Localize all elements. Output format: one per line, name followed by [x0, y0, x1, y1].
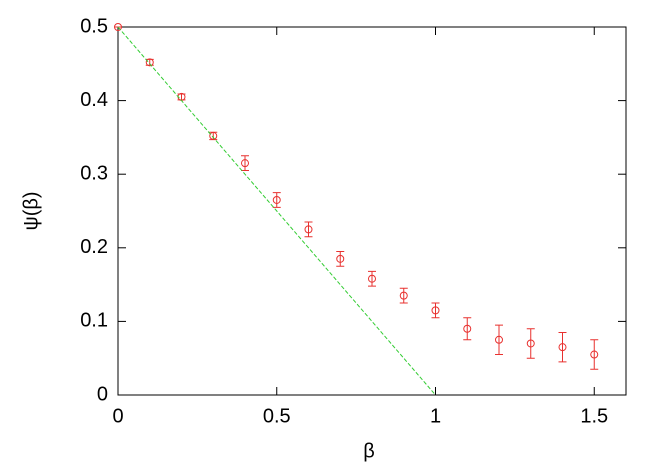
- error-bar: [336, 250, 345, 267]
- y-tick-label: 0.5: [80, 15, 108, 37]
- data-point: [114, 23, 122, 31]
- error-bar: [558, 331, 567, 363]
- y-tick-label: 0.3: [80, 162, 108, 184]
- line: [117, 26, 436, 396]
- data-point: [558, 343, 567, 352]
- error-bar: [272, 192, 281, 208]
- data-point: [526, 339, 535, 348]
- data-point: [399, 291, 408, 300]
- y-axis-label: ψ(β): [20, 191, 42, 230]
- data-point: [590, 350, 599, 359]
- error-bar: [399, 287, 408, 304]
- error-bar: [495, 324, 503, 356]
- error-bar: [463, 317, 472, 341]
- data-point: [495, 335, 503, 344]
- data-point: [241, 159, 249, 168]
- x-tick-label: 1: [430, 405, 441, 427]
- data-point: [368, 274, 376, 283]
- data-point: [145, 58, 154, 67]
- error-bar: [590, 339, 599, 370]
- data-point: [431, 306, 440, 315]
- y-tick-label: 0.2: [80, 236, 108, 258]
- x-tick-label: 0: [112, 405, 123, 427]
- x-tick-label: 0.5: [263, 405, 291, 427]
- error-bar: [241, 155, 249, 172]
- data-point: [209, 131, 218, 140]
- error-bar: [304, 221, 313, 238]
- plot-frame: [117, 26, 627, 396]
- error-bar: [431, 302, 440, 319]
- data-point: [336, 254, 345, 263]
- data-point: [304, 225, 313, 234]
- y-tick-label: 0: [97, 383, 108, 405]
- error-bar: [526, 328, 535, 359]
- y-tick-label: 0.4: [80, 89, 108, 111]
- y-tick-label: 0.1: [80, 310, 108, 332]
- x-tick-label: 1.5: [580, 405, 608, 427]
- x-axis-label: β: [363, 440, 375, 462]
- error-bar: [368, 270, 376, 287]
- data-point: [463, 324, 472, 333]
- data-point: [272, 195, 281, 204]
